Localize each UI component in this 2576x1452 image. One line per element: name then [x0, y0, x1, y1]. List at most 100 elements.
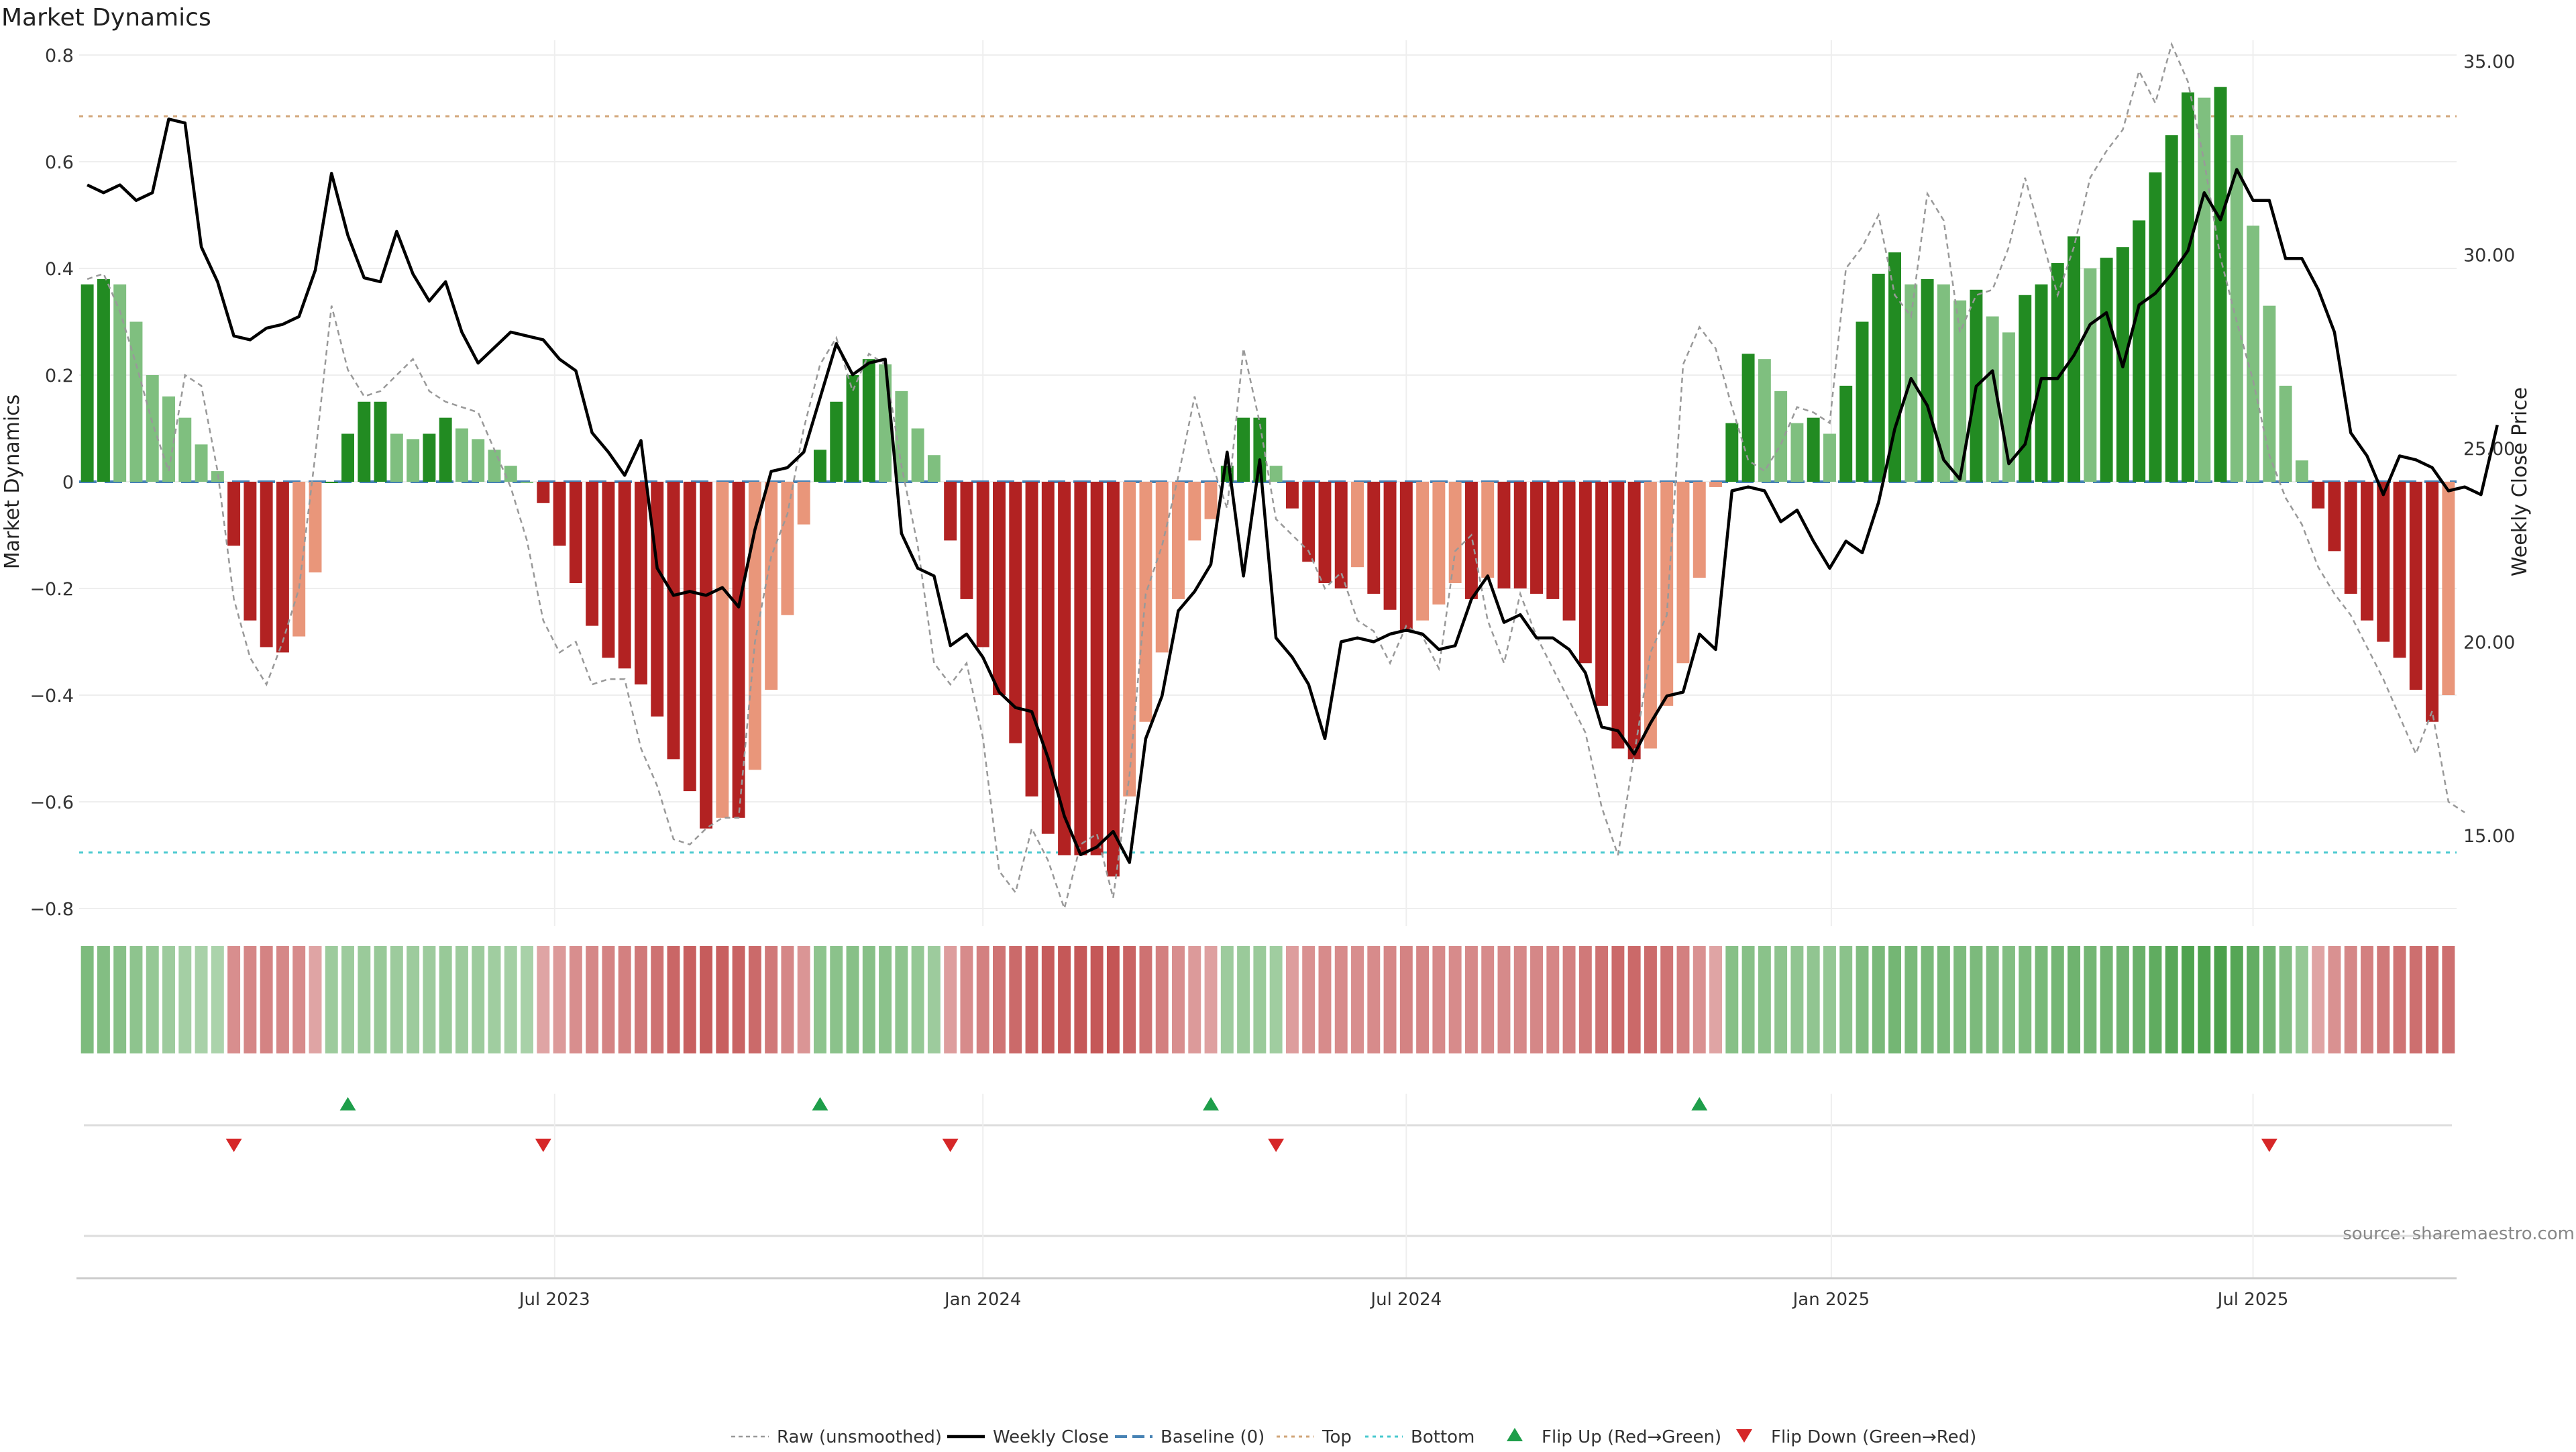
heat-cell — [748, 946, 761, 1053]
bar-mark — [2361, 482, 2373, 621]
heat-cell — [700, 946, 713, 1053]
bar-mark — [1058, 482, 1071, 855]
bar-mark — [162, 396, 175, 482]
bar-mark — [569, 482, 582, 584]
bar-mark — [1937, 284, 1950, 482]
legend-swatch — [1736, 1429, 1752, 1443]
source-label: source: sharemaestro.com — [2343, 1224, 2575, 1244]
heat-cell — [1562, 946, 1576, 1053]
heat-cell — [2084, 946, 2097, 1053]
heat-cell — [1660, 946, 1674, 1053]
bar-mark — [358, 401, 371, 482]
heat-cell — [1106, 946, 1120, 1053]
bar-mark — [716, 482, 729, 818]
legend-label: Weekly Close — [993, 1427, 1109, 1447]
bar-mark — [325, 482, 338, 483]
flip-up-marker — [1691, 1097, 1708, 1110]
flip-up-marker — [812, 1097, 828, 1110]
flip-up-marker — [1203, 1097, 1220, 1110]
bar-mark — [1546, 482, 1560, 599]
heat-cell — [211, 946, 224, 1053]
heat-cell — [944, 946, 957, 1053]
bar-mark — [244, 482, 257, 621]
bar-mark — [862, 359, 875, 482]
x-tick-label: Jan 2025 — [1792, 1290, 1870, 1310]
bar-mark — [1709, 482, 1723, 487]
heat-cell — [895, 946, 908, 1053]
bar-mark — [1481, 482, 1495, 578]
bar-mark — [341, 433, 354, 482]
bar-mark — [1025, 482, 1038, 797]
heat-cell — [1383, 946, 1397, 1053]
heat-cell — [390, 946, 403, 1053]
bar-mark — [2165, 135, 2178, 482]
legend-label: Baseline (0) — [1161, 1427, 1265, 1447]
heat-cell — [292, 946, 306, 1053]
bar-mark — [2295, 460, 2308, 482]
bar-mark — [1676, 482, 1690, 664]
heat-cell — [2230, 946, 2243, 1053]
heat-cell — [683, 946, 696, 1053]
heat-cell — [2377, 946, 2390, 1053]
bar-mark — [1416, 482, 1430, 621]
heat-cell — [993, 946, 1006, 1053]
y2-tick-label: 20.00 — [2463, 633, 2515, 654]
bar-mark — [1285, 482, 1299, 509]
heat-cell — [2295, 946, 2308, 1053]
heat-cell — [830, 946, 843, 1053]
bar-mark — [2442, 482, 2455, 695]
bar-mark — [1986, 316, 1999, 482]
heat-cell — [2035, 946, 2048, 1053]
heat-cell — [976, 946, 989, 1053]
heat-cell — [2442, 946, 2455, 1053]
x-tick-label: Jul 2023 — [518, 1290, 590, 1310]
heat-cell — [1872, 946, 1885, 1053]
heat-cell — [1774, 946, 1788, 1053]
heat-cell — [2198, 946, 2211, 1053]
heat-cell — [1481, 946, 1495, 1053]
bar-mark — [1432, 482, 1446, 605]
legend-label: Raw (unsmoothed) — [777, 1427, 942, 1447]
bar-mark — [1595, 482, 1609, 706]
bar-mark — [1448, 482, 1462, 584]
bar-mark — [2019, 295, 2032, 482]
heat-cell — [1611, 946, 1625, 1053]
flip-up-marker — [339, 1097, 356, 1110]
heat-cell — [97, 946, 110, 1053]
bar-mark — [146, 375, 159, 482]
bar-mark — [553, 482, 566, 546]
bar-mark — [1106, 482, 1120, 877]
bar-mark — [1497, 482, 1511, 588]
heat-cell — [1513, 946, 1527, 1053]
heat-cell — [2116, 946, 2129, 1053]
bar-mark — [1611, 482, 1625, 749]
heat-cell — [407, 946, 420, 1053]
bar-mark — [1155, 482, 1169, 653]
heat-cell — [911, 946, 924, 1053]
heat-cell — [455, 946, 468, 1053]
y2-tick-label: 15.00 — [2463, 826, 2515, 847]
bar-mark — [1562, 482, 1576, 621]
y2-axis-ticks: 15.00 20.00 25.00 30.00 35.00 — [2463, 52, 2515, 847]
bar-mark — [2409, 482, 2422, 690]
heat-cell — [569, 946, 582, 1053]
heat-cell — [1237, 946, 1250, 1053]
heat-cell — [602, 946, 615, 1053]
heat-strip — [80, 946, 2455, 1053]
heat-cell — [1709, 946, 1723, 1053]
y2-tick-label: 25.00 — [2463, 439, 2515, 460]
heat-cell — [488, 946, 501, 1053]
heat-cell — [2214, 946, 2227, 1053]
heat-cell — [1758, 946, 1771, 1053]
heat-cell — [862, 946, 875, 1053]
heat-cell — [1546, 946, 1560, 1053]
bar-mark — [1758, 359, 1771, 482]
flip-down-marker — [535, 1139, 551, 1152]
chart-title: Market Dynamics — [1, 4, 211, 32]
bar-mark — [700, 482, 713, 829]
bar-mark — [439, 417, 452, 482]
heat-cell — [1970, 946, 1983, 1053]
legend-swatch — [1507, 1428, 1523, 1441]
bar-mark — [618, 482, 631, 669]
heat-cell — [260, 946, 273, 1053]
